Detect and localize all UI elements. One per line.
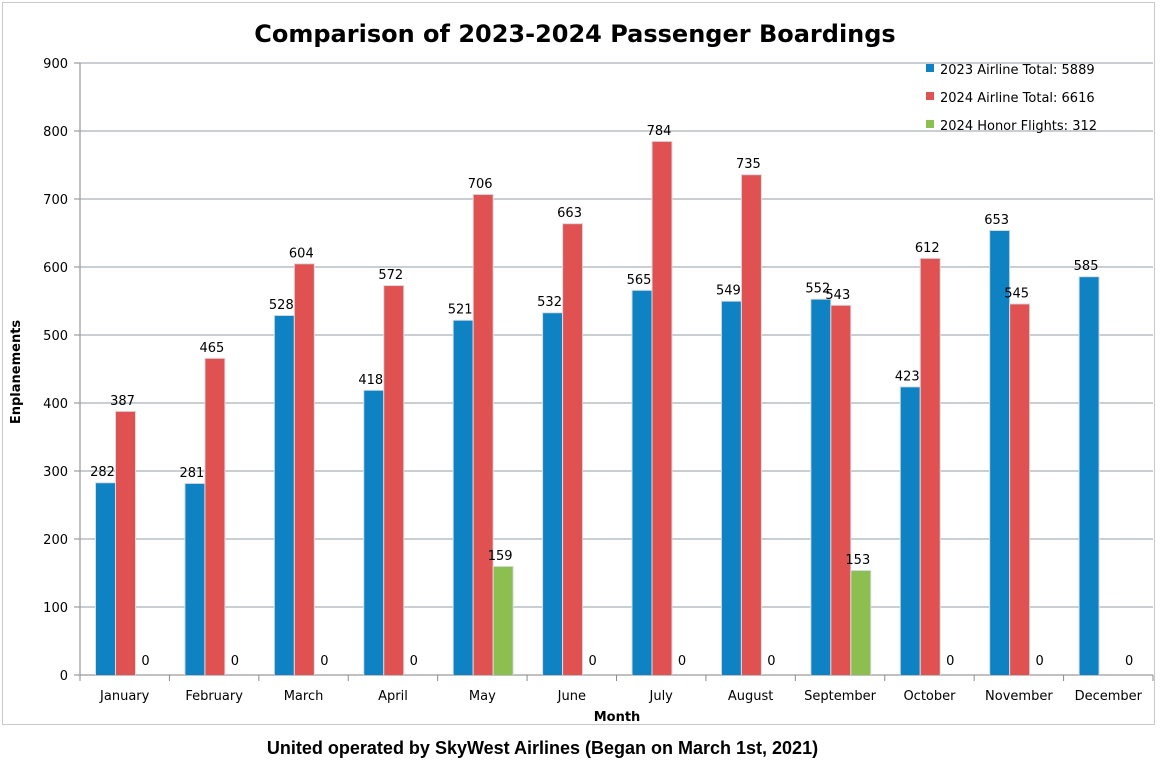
y-axis-title: Enplanements <box>9 320 24 425</box>
bar <box>543 313 563 675</box>
data-label: 423 <box>895 369 920 384</box>
legend-entry: 2024 Airline Total: 6616 <box>940 91 1095 106</box>
data-label: 653 <box>984 213 1009 228</box>
y-tick-label: 200 <box>43 533 68 548</box>
x-tick-label: January <box>99 689 150 704</box>
data-label: 282 <box>90 465 115 480</box>
data-label: 0 <box>231 654 239 669</box>
data-label: 418 <box>358 373 383 388</box>
bar <box>1010 304 1030 675</box>
x-tick-label: October <box>903 689 956 704</box>
x-tick-label: August <box>728 689 774 704</box>
grid-lines <box>74 62 1154 681</box>
bar <box>652 141 672 675</box>
x-tick-label: November <box>985 689 1053 704</box>
legend-swatch <box>926 92 934 100</box>
data-label: 0 <box>678 654 686 669</box>
data-label: 387 <box>110 394 135 409</box>
data-label: 545 <box>1004 286 1029 301</box>
bar <box>274 315 294 675</box>
x-tick-label: June <box>557 689 586 704</box>
bar <box>364 390 384 675</box>
x-tick-label: December <box>1075 689 1143 704</box>
data-label: 612 <box>915 241 940 256</box>
y-tick-label: 300 <box>43 465 68 480</box>
data-labels: 282 387 0 281 465 0 528 604 0 418 572 0 521 706 159 532… <box>90 124 1133 669</box>
data-label: 565 <box>627 273 652 288</box>
data-label: 0 <box>1036 654 1044 669</box>
data-label: 604 <box>289 246 314 261</box>
data-label: 153 <box>845 553 870 568</box>
data-label: 0 <box>320 654 328 669</box>
bar <box>811 299 831 675</box>
bar <box>831 305 851 675</box>
bar <box>473 194 493 676</box>
y-tick-label: 900 <box>43 57 68 72</box>
y-tick-label: 100 <box>43 601 68 616</box>
data-label: 159 <box>488 549 513 564</box>
data-label: 0 <box>410 654 418 669</box>
data-label: 543 <box>825 288 850 303</box>
bar <box>384 286 404 675</box>
y-tick-label: 700 <box>43 193 68 208</box>
x-tick-label: February <box>185 689 243 704</box>
data-label: 549 <box>716 284 741 299</box>
data-label: 465 <box>200 341 225 356</box>
x-tick-label: July <box>649 689 674 704</box>
bar <box>205 358 225 675</box>
bar <box>632 290 652 675</box>
data-label: 552 <box>805 282 830 297</box>
data-label: 0 <box>767 654 775 669</box>
bars <box>95 140 1100 676</box>
data-label: 784 <box>647 124 672 139</box>
bar <box>294 264 314 675</box>
y-tick-label: 600 <box>43 261 68 276</box>
bar <box>453 320 473 675</box>
y-tick-label: 400 <box>43 397 68 412</box>
bar <box>185 483 205 675</box>
y-tick-label: 500 <box>43 329 68 344</box>
x-axis-ticks: January February March April May June July Augu… <box>99 689 1143 704</box>
data-label: 521 <box>448 303 473 318</box>
data-label: 0 <box>588 654 596 669</box>
bar <box>851 570 871 675</box>
y-tick-label: 800 <box>43 125 68 140</box>
data-label: 0 <box>141 654 149 669</box>
data-label: 572 <box>378 268 403 283</box>
data-label: 528 <box>269 298 294 313</box>
x-tick-label: September <box>804 689 877 704</box>
x-tick-label: May <box>469 689 496 704</box>
legend-swatch <box>926 120 934 128</box>
footer-caption: United operated by SkyWest Airlines (Beg… <box>266 738 819 758</box>
bar <box>990 230 1010 675</box>
x-tick-label: April <box>378 689 408 704</box>
legend: 2023 Airline Total: 5889 2024 Airline Tot… <box>926 63 1097 134</box>
data-label: 706 <box>468 177 493 192</box>
bar <box>741 175 761 675</box>
legend-swatch <box>926 64 934 72</box>
bar <box>920 258 940 675</box>
y-tick-label: 0 <box>60 669 68 684</box>
bar <box>900 387 920 675</box>
data-label: 663 <box>557 206 582 221</box>
data-label: 0 <box>1125 654 1133 669</box>
bar <box>563 224 583 675</box>
bar <box>96 483 115 675</box>
bar <box>493 566 513 675</box>
bar <box>721 301 741 675</box>
data-label: 281 <box>180 466 205 481</box>
bar <box>1079 277 1099 675</box>
x-axis-title: Month <box>594 710 641 725</box>
y-axis-ticks: 0 100 200 300 400 500 600 700 800 900 <box>43 57 68 684</box>
chart-title: Comparison of 2023-2024 Passenger Boardi… <box>254 20 895 48</box>
x-tick-label: March <box>284 689 324 704</box>
data-label: 0 <box>946 654 954 669</box>
legend-entry: 2024 Honor Flights: 312 <box>940 119 1097 134</box>
legend-entry: 2023 Airline Total: 5889 <box>940 63 1095 78</box>
data-label: 532 <box>537 295 562 310</box>
bar <box>116 411 135 675</box>
data-label: 585 <box>1074 259 1099 274</box>
data-label: 735 <box>736 157 761 172</box>
